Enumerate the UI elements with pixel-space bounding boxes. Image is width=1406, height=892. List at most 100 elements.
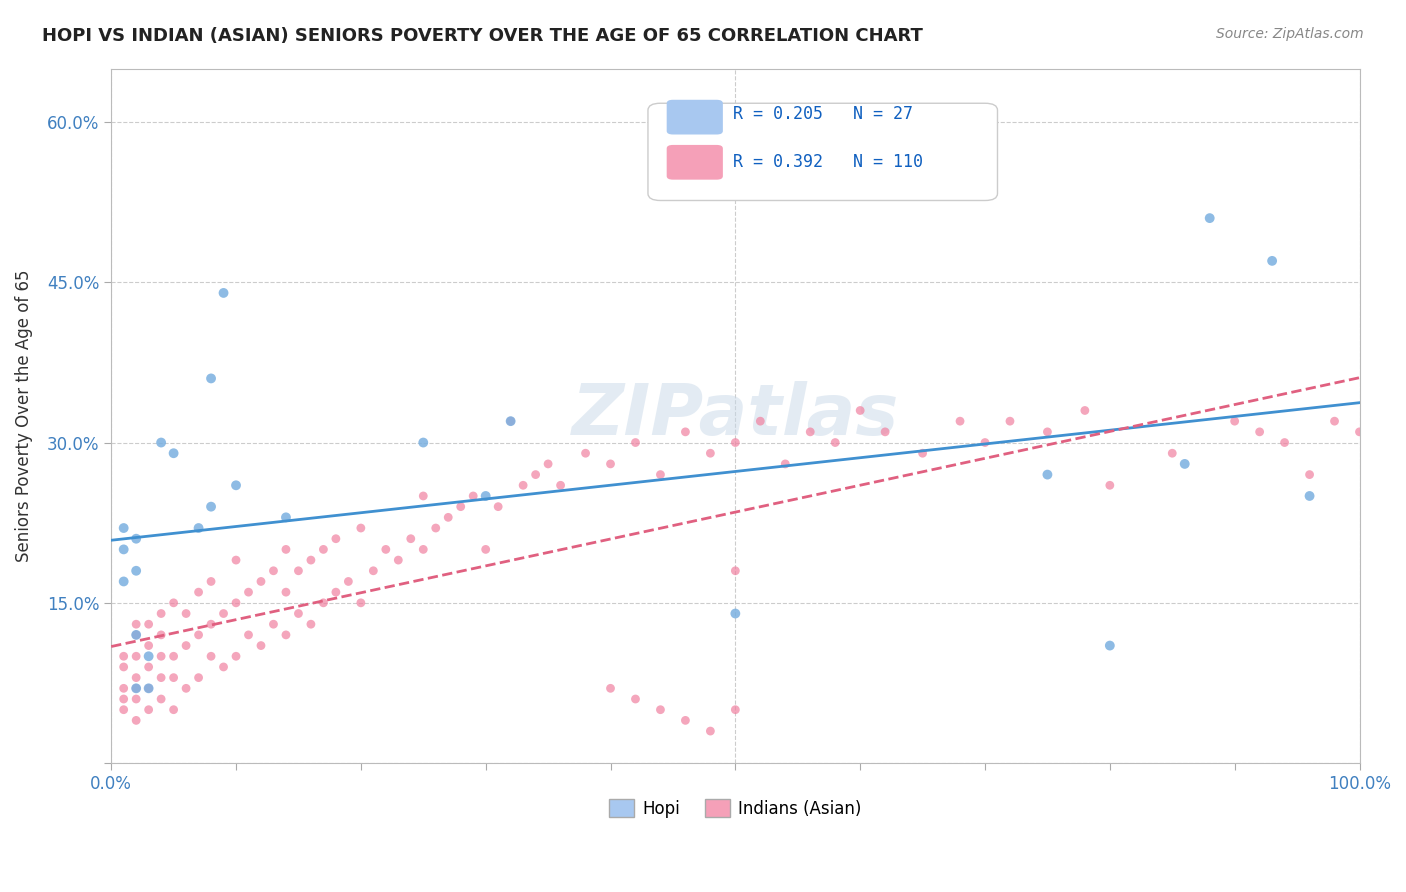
Point: [1074, 403, 1097, 417]
Point: [799, 425, 821, 439]
Point: [125, 532, 148, 546]
Point: [1036, 467, 1059, 482]
Point: [125, 692, 148, 706]
Point: [425, 521, 447, 535]
Point: [150, 607, 173, 621]
Point: [225, 478, 247, 492]
Point: [174, 639, 197, 653]
Point: [673, 714, 696, 728]
Point: [125, 671, 148, 685]
Point: [112, 649, 135, 664]
Point: [350, 596, 373, 610]
Point: [200, 649, 222, 664]
Point: [399, 532, 422, 546]
Point: [724, 703, 747, 717]
Point: [363, 564, 385, 578]
Point: [274, 628, 297, 642]
Point: [1161, 446, 1184, 460]
Point: [1274, 435, 1296, 450]
Point: [325, 532, 347, 546]
Point: [200, 617, 222, 632]
Point: [225, 596, 247, 610]
Point: [138, 617, 160, 632]
Point: [350, 521, 373, 535]
Point: [200, 574, 222, 589]
Point: [212, 660, 235, 674]
Text: ZIPatlas: ZIPatlas: [572, 381, 898, 450]
Point: [112, 521, 135, 535]
Point: [1348, 425, 1371, 439]
Point: [263, 617, 285, 632]
Point: [125, 617, 148, 632]
Point: [699, 446, 721, 460]
Point: [125, 628, 148, 642]
Point: [225, 553, 247, 567]
Point: [150, 671, 173, 685]
Point: [499, 414, 522, 428]
Point: [125, 681, 148, 696]
Point: [1298, 467, 1320, 482]
Text: R = 0.392   N = 110: R = 0.392 N = 110: [733, 153, 922, 171]
Point: [287, 564, 309, 578]
Point: [599, 681, 621, 696]
Point: [1098, 478, 1121, 492]
Point: [699, 724, 721, 739]
Point: [724, 564, 747, 578]
Point: [112, 681, 135, 696]
Point: [162, 596, 184, 610]
Point: [112, 703, 135, 717]
Point: [849, 403, 872, 417]
Point: [463, 489, 485, 503]
Point: [724, 435, 747, 450]
Point: [250, 639, 273, 653]
Point: [974, 435, 997, 450]
Point: [1223, 414, 1246, 428]
Point: [312, 542, 335, 557]
Point: [250, 574, 273, 589]
Point: [238, 585, 260, 599]
Point: [624, 692, 647, 706]
Point: [1249, 425, 1271, 439]
Point: [187, 628, 209, 642]
Point: [125, 564, 148, 578]
Point: [187, 521, 209, 535]
Point: [225, 649, 247, 664]
Point: [125, 649, 148, 664]
Point: [450, 500, 472, 514]
Point: [174, 607, 197, 621]
Point: [412, 489, 434, 503]
Point: [337, 574, 360, 589]
Point: [824, 435, 846, 450]
Point: [150, 649, 173, 664]
Point: [325, 585, 347, 599]
Point: [650, 703, 672, 717]
Point: [1198, 211, 1220, 226]
Point: [749, 414, 772, 428]
Point: [125, 628, 148, 642]
Point: [1261, 253, 1284, 268]
Point: [274, 542, 297, 557]
Point: [512, 478, 534, 492]
FancyBboxPatch shape: [666, 145, 723, 179]
Point: [499, 414, 522, 428]
Point: [1036, 425, 1059, 439]
Point: [150, 692, 173, 706]
Legend: Hopi, Indians (Asian): Hopi, Indians (Asian): [602, 793, 869, 824]
Point: [138, 703, 160, 717]
Point: [263, 564, 285, 578]
Point: [238, 628, 260, 642]
Point: [1174, 457, 1197, 471]
Point: [200, 371, 222, 385]
Point: [200, 500, 222, 514]
Point: [212, 607, 235, 621]
Point: [138, 639, 160, 653]
Point: [187, 671, 209, 685]
Point: [125, 681, 148, 696]
Point: [299, 553, 322, 567]
Point: [374, 542, 396, 557]
Point: [150, 628, 173, 642]
Point: [574, 446, 596, 460]
Point: [1098, 639, 1121, 653]
Point: [524, 467, 547, 482]
Point: [162, 446, 184, 460]
